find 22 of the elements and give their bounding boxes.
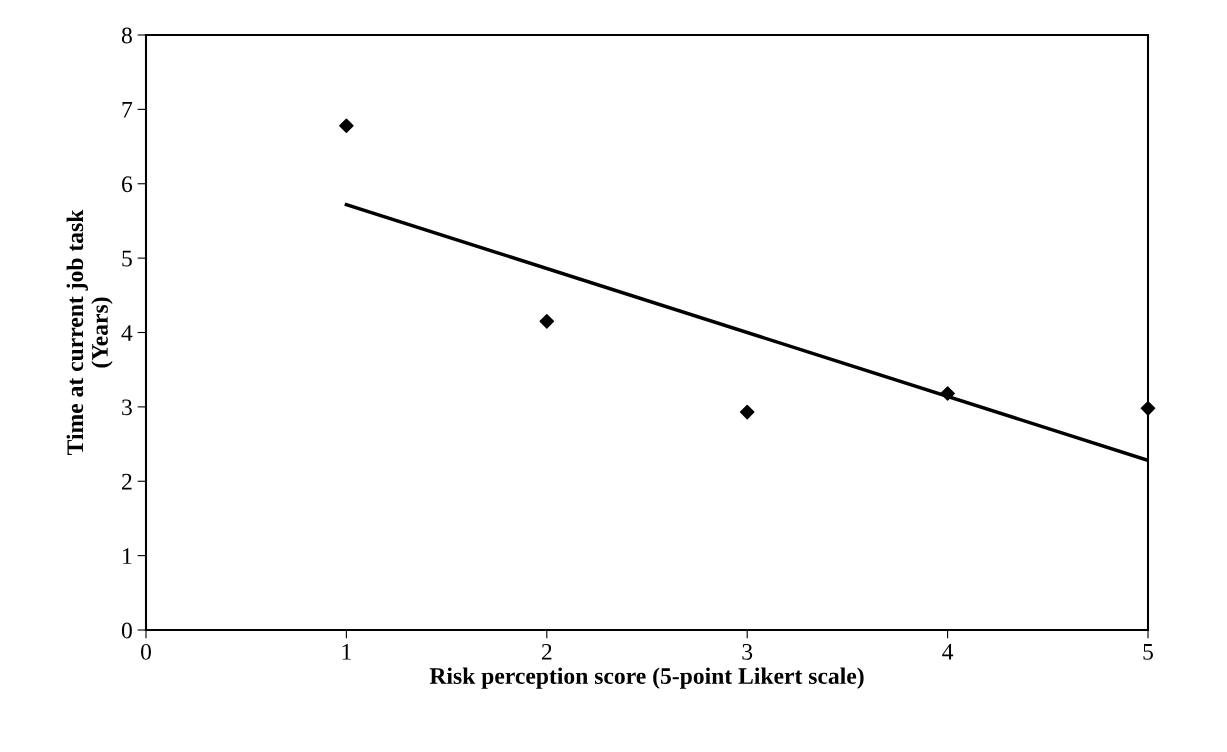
x-tick-label: 0 xyxy=(141,643,151,660)
y-tick-label: 8 xyxy=(121,27,132,44)
x-tick-label: 5 xyxy=(1143,644,1153,660)
y-tick-label: 7 xyxy=(122,102,133,118)
x-tick-label: 3 xyxy=(742,643,753,660)
point xyxy=(339,118,354,134)
x-axis-title: Risk perception score (5-point Likert scale) xyxy=(429,667,864,689)
y-tick-label: 4 xyxy=(121,325,133,341)
y-tick-label: 5 xyxy=(122,250,132,267)
y-tick-label: 0 xyxy=(121,622,132,639)
point xyxy=(539,314,555,329)
point xyxy=(940,386,955,401)
x-tick-label: 2 xyxy=(541,643,552,660)
point xyxy=(739,404,755,420)
x-tick-label: 4 xyxy=(942,644,954,660)
x-tick-label: 1 xyxy=(342,643,351,660)
y-tick-label: 3 xyxy=(122,399,132,416)
y-tick-label: 2 xyxy=(122,473,132,490)
point xyxy=(1140,401,1156,416)
y-tick-label: 6 xyxy=(122,176,133,193)
y-tick-label: 1 xyxy=(123,548,132,564)
y-axis-title: Time at current job task (Years) xyxy=(66,209,113,455)
